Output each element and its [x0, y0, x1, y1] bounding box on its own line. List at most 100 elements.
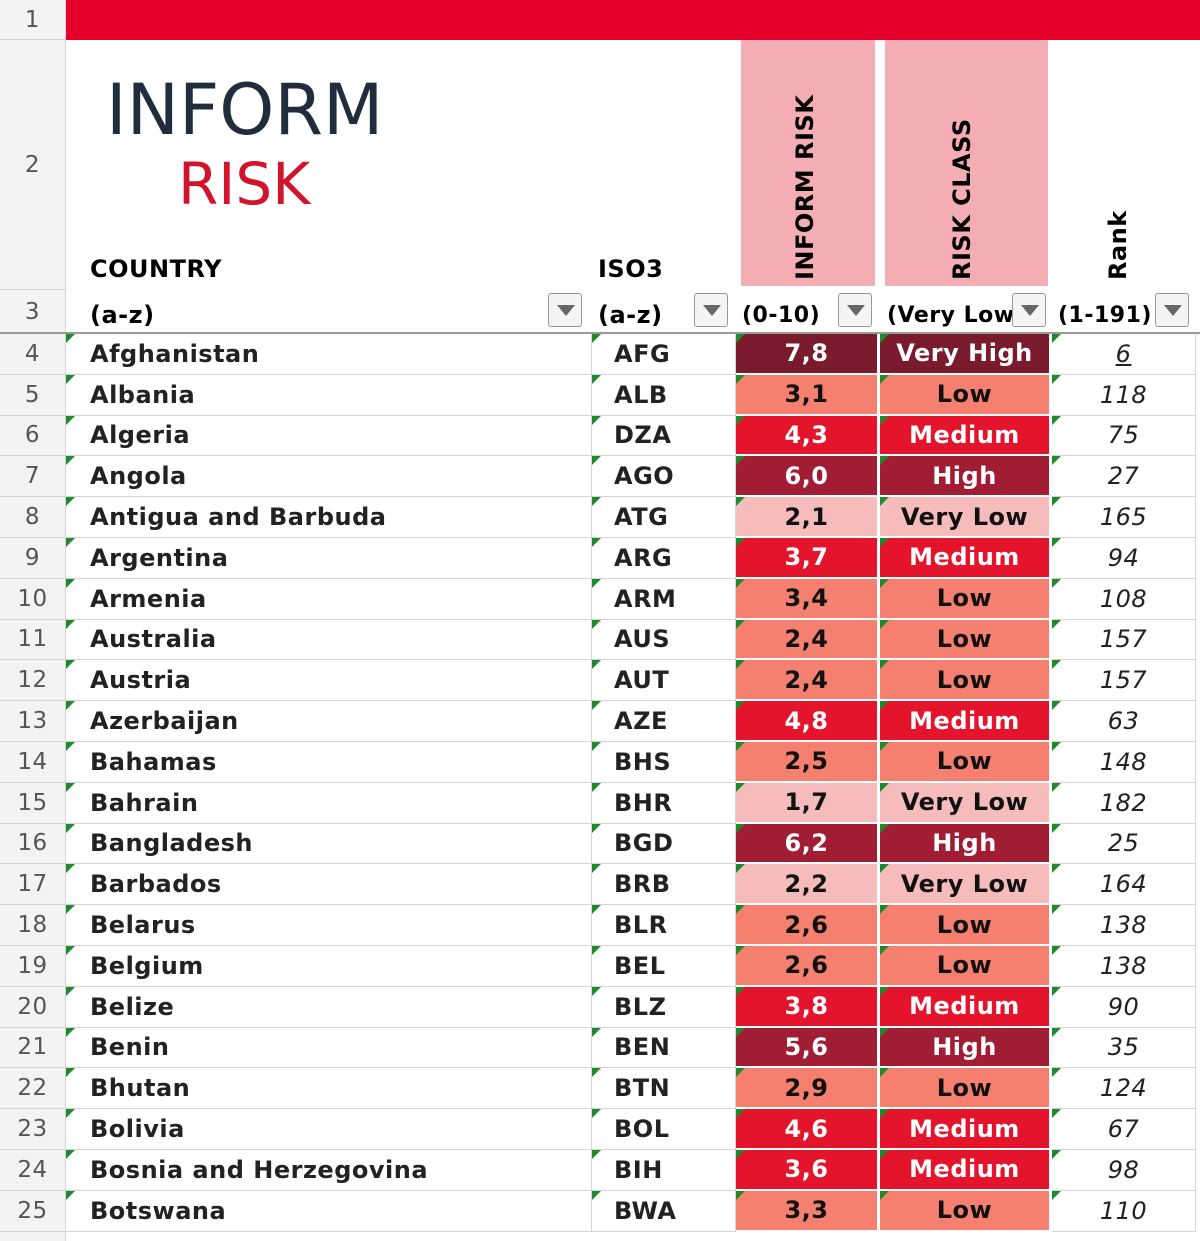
iso3-cell: ARG: [592, 538, 736, 579]
risk-cell: 2,1: [736, 497, 880, 538]
row-number: 18: [0, 905, 66, 946]
header-band: [66, 0, 1200, 40]
iso3-cell: ATG: [592, 497, 736, 538]
filter-button[interactable]: [694, 293, 728, 327]
country-cell: Bahamas: [66, 742, 592, 783]
country-cell: Bahrain: [66, 782, 592, 824]
risk-cell: 2,5: [736, 742, 880, 783]
country-cell: Antigua and Barbuda: [66, 497, 592, 538]
class-cell: Medium: [880, 538, 1052, 579]
iso3-cell: AUS: [592, 619, 736, 661]
filter-button[interactable]: [1155, 293, 1189, 327]
rank-cell: 148: [1052, 742, 1196, 783]
class-cell: Low: [880, 946, 1052, 987]
iso3-cell: ARM: [592, 578, 736, 620]
iso3-cell: BOL: [592, 1109, 736, 1150]
class-cell: High: [880, 823, 1052, 865]
row-number: 16: [0, 823, 66, 865]
rank-cell: 25: [1052, 823, 1196, 865]
iso3-cell: BWA: [592, 1190, 736, 1232]
risk-cell: 2,9: [736, 1068, 880, 1110]
risk-cell: 4,3: [736, 415, 880, 457]
rank-cell: 138: [1052, 946, 1196, 987]
rank-cell: 110: [1052, 1190, 1196, 1232]
country-cell: Argentina: [66, 538, 592, 579]
risk-cell: 5,6: [736, 1027, 880, 1069]
iso3-cell: BHS: [592, 742, 736, 783]
rank-cell: 157: [1052, 660, 1196, 702]
risk-cell: 2,2: [736, 864, 880, 906]
row-number: 7: [0, 456, 66, 498]
row-number-filler: [0, 1231, 66, 1241]
country-cell: Bangladesh: [66, 823, 592, 865]
iso3-cell: BEN: [592, 1027, 736, 1069]
iso3-cell: AFG: [592, 334, 736, 375]
risk-cell: 2,4: [736, 619, 880, 661]
header-title: ISO3: [598, 255, 664, 283]
risk-cell: 3,8: [736, 986, 880, 1028]
country-cell: Azerbaijan: [66, 701, 592, 742]
row-number: 1: [0, 0, 66, 40]
filter-button[interactable]: [838, 293, 872, 327]
rank-cell: 75: [1052, 415, 1196, 457]
iso3-cell: AZE: [592, 701, 736, 742]
country-cell: Belize: [66, 986, 592, 1028]
iso3-cell: BIH: [592, 1150, 736, 1191]
country-cell: Albania: [66, 374, 592, 416]
row-number: 6: [0, 415, 66, 457]
risk-cell: 7,8: [736, 334, 880, 375]
class-cell: Medium: [880, 1150, 1052, 1191]
risk-cell: 1,7: [736, 782, 880, 824]
class-cell: Low: [880, 619, 1052, 661]
rank-cell: 63: [1052, 701, 1196, 742]
class-cell: Low: [880, 660, 1052, 702]
row-number: 21: [0, 1027, 66, 1069]
iso3-cell: BHR: [592, 782, 736, 824]
row-number: 20: [0, 986, 66, 1028]
row-number: 5: [0, 374, 66, 416]
rank-cell: 118: [1052, 374, 1196, 416]
iso3-cell: BEL: [592, 946, 736, 987]
rank-cell: 108: [1052, 578, 1196, 620]
header-sub: (1-191): [1058, 302, 1152, 328]
risk-cell: 2,6: [736, 905, 880, 946]
rank-cell: 182: [1052, 782, 1196, 824]
risk-cell: 4,6: [736, 1109, 880, 1150]
row-number: 10: [0, 578, 66, 620]
risk-cell: 3,7: [736, 538, 880, 579]
row-number: 25: [0, 1190, 66, 1232]
row-number: 19: [0, 946, 66, 987]
risk-cell: 2,4: [736, 660, 880, 702]
row-number: 15: [0, 782, 66, 824]
header-sub: (a-z): [598, 301, 663, 329]
filter-button[interactable]: [1012, 293, 1046, 327]
filter-button[interactable]: [548, 293, 582, 327]
header-sub: (a-z): [90, 301, 155, 329]
row-number: 12: [0, 660, 66, 702]
iso3-cell: AUT: [592, 660, 736, 702]
country-cell: Algeria: [66, 415, 592, 457]
iso3-cell: AGO: [592, 456, 736, 498]
row-number: 9: [0, 538, 66, 579]
rank-cell: 138: [1052, 905, 1196, 946]
class-cell: High: [880, 456, 1052, 498]
class-cell: Very Low: [880, 864, 1052, 906]
risk-cell: 3,6: [736, 1150, 880, 1191]
class-cell: Low: [880, 578, 1052, 620]
class-cell: Low: [880, 742, 1052, 783]
country-cell: Barbados: [66, 864, 592, 906]
class-cell: Low: [880, 374, 1052, 416]
country-cell: Belarus: [66, 905, 592, 946]
row-number: 22: [0, 1068, 66, 1110]
row-number: 8: [0, 497, 66, 538]
class-cell: Low: [880, 905, 1052, 946]
rank-cell: 157: [1052, 619, 1196, 661]
row-number: 13: [0, 701, 66, 742]
class-cell: High: [880, 1027, 1052, 1069]
risk-cell: 2,6: [736, 946, 880, 987]
class-cell: Very Low: [880, 497, 1052, 538]
header-title: Rank: [1104, 210, 1132, 280]
class-cell: Low: [880, 1190, 1052, 1232]
header-box: [741, 40, 875, 286]
